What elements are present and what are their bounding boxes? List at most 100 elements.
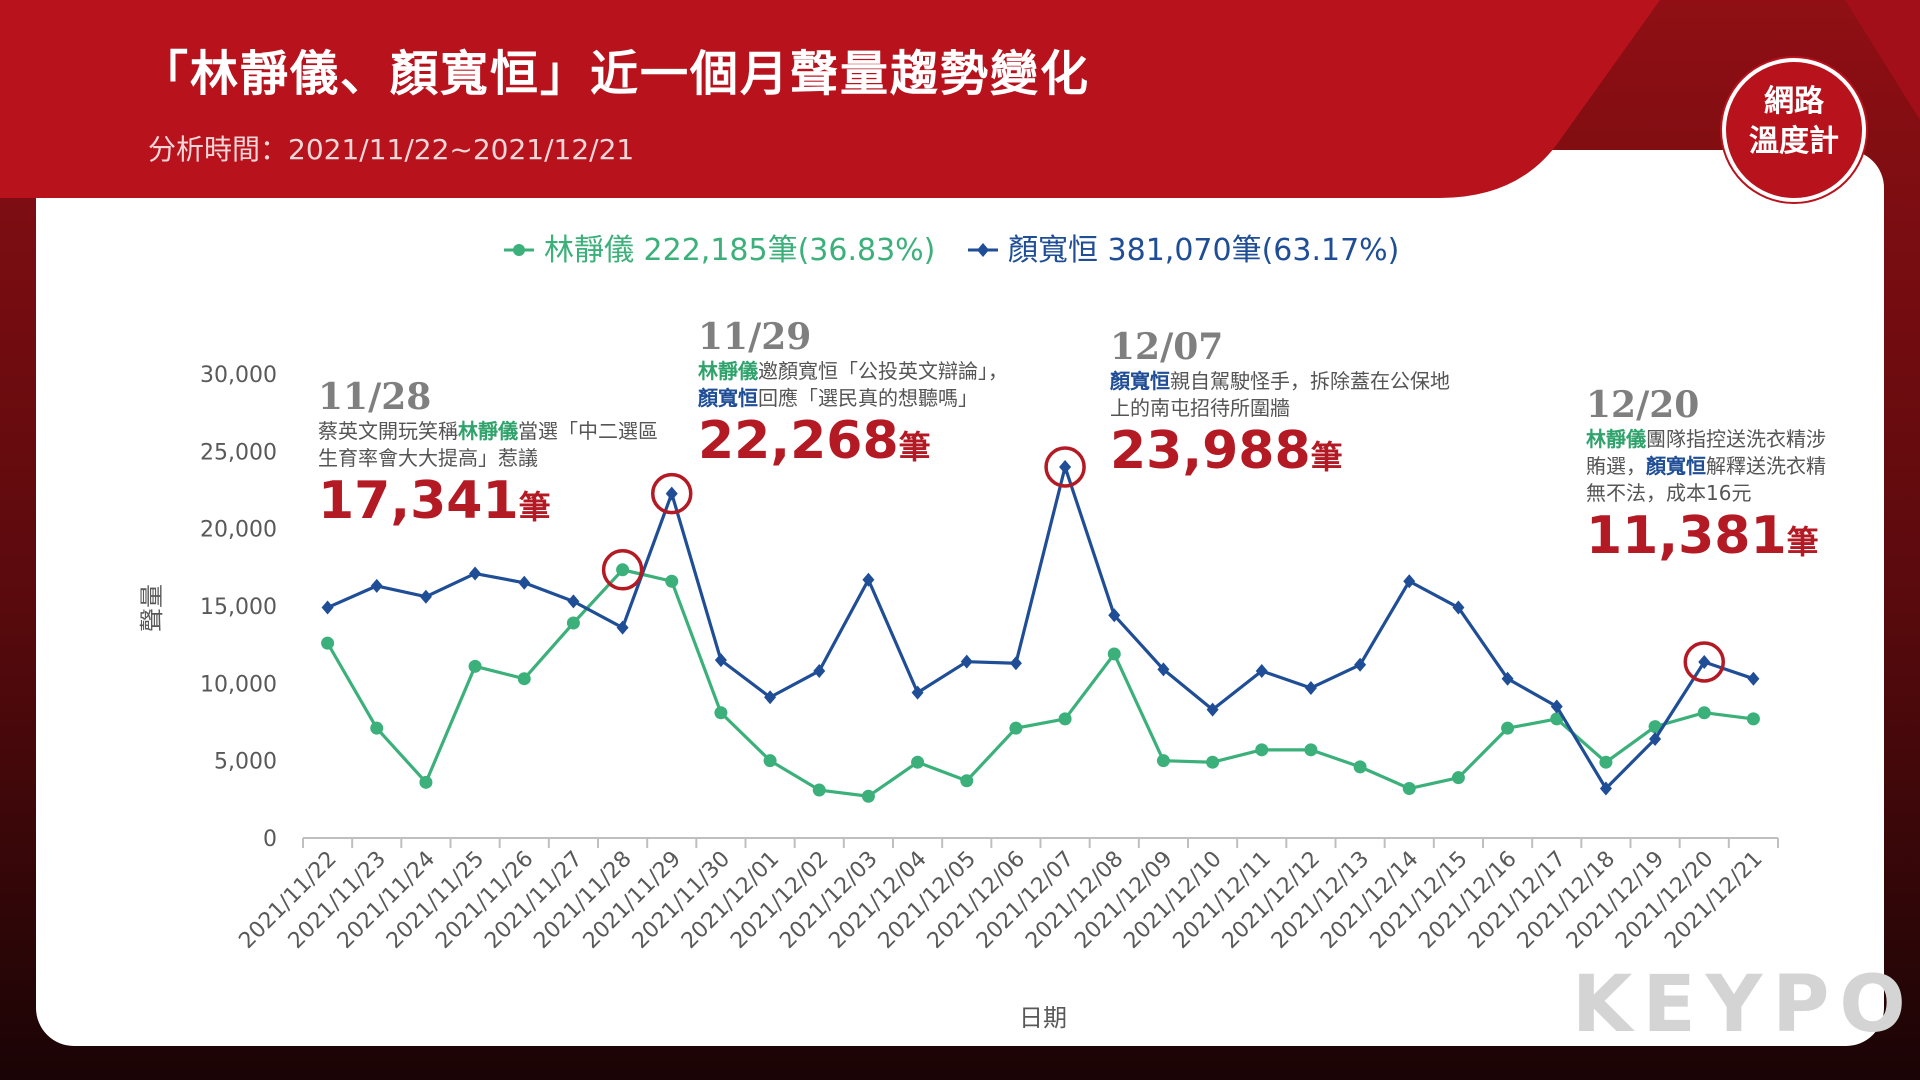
- logo-line-1: 網路: [1764, 84, 1824, 119]
- brand-logo: 網路 溫度計: [1722, 58, 1866, 202]
- data-point: [1550, 699, 1563, 714]
- data-point: [469, 566, 482, 581]
- data-point: [370, 578, 383, 593]
- data-point: [665, 486, 678, 501]
- data-point: [960, 774, 974, 788]
- highlight-circle: [1044, 446, 1086, 488]
- annotation-1220: 12/20 林靜儀團隊指控送洗衣精涉賄選，顏寬恒解釋送洗衣精無不法，成本16元 …: [1586, 384, 1828, 565]
- header-corner: [1645, 0, 1920, 120]
- data-point: [517, 672, 531, 686]
- y-tick-label: 15,000: [200, 595, 277, 620]
- annotation-unit: 筆: [518, 488, 551, 526]
- name-lin: 林靜儀: [458, 419, 518, 443]
- annotation-date: 11/28: [318, 376, 432, 418]
- annotation-unit: 筆: [1786, 523, 1819, 561]
- data-point: [468, 659, 482, 673]
- annotation-description: 顏寬恒親自駕駛怪手，拆除蓋在公保地上的南屯招待所圍牆: [1110, 369, 1450, 420]
- data-point: [1746, 712, 1760, 726]
- annotation-description: 林靜儀團隊指控送洗衣精涉賄選，顏寬恒解釋送洗衣精無不法，成本16元: [1586, 427, 1826, 505]
- data-point: [1698, 654, 1711, 669]
- data-point: [1501, 721, 1515, 735]
- annotation-number: 11,381: [1586, 506, 1787, 566]
- data-point: [616, 620, 629, 635]
- data-point: [813, 663, 826, 678]
- data-point: [1402, 782, 1416, 796]
- data-point: [1403, 574, 1416, 589]
- data-point: [1058, 712, 1072, 726]
- annotation-1129: 11/29 林靜儀邀顏寬恒「公投英文辯論」，顏寬恒回應「選民真的想聽嗎」 22,…: [698, 316, 1016, 470]
- data-point: [911, 685, 924, 700]
- annotation-number: 17,341: [318, 471, 519, 531]
- annotation-date: 12/20: [1586, 384, 1700, 426]
- y-tick-label: 30,000: [200, 363, 277, 388]
- annotation-unit: 筆: [898, 428, 931, 466]
- data-point: [1353, 760, 1367, 774]
- x-axis: 2021/11/222021/11/232021/11/242021/11/25…: [234, 837, 1779, 954]
- data-point: [1108, 608, 1121, 623]
- data-point: [861, 789, 875, 803]
- data-point: [1255, 743, 1269, 757]
- data-point: [911, 755, 925, 769]
- series-line-0: [326, 568, 1754, 798]
- data-point: [321, 600, 334, 615]
- data-point: [812, 783, 826, 797]
- data-point: [1059, 459, 1072, 474]
- keypo-watermark: KEYPO: [1572, 960, 1916, 1050]
- data-point: [1009, 721, 1023, 735]
- data-point: [370, 721, 384, 735]
- data-point: [1501, 671, 1514, 686]
- annotation-1207: 12/07 顏寬恒親自駕駛怪手，拆除蓋在公保地上的南屯招待所圍牆 23,988筆: [1110, 326, 1450, 480]
- page-title: 「林靜儀、顏寬恒」近一個月聲量趨勢變化: [140, 46, 1091, 102]
- data-point: [1452, 600, 1465, 615]
- data-point: [862, 572, 875, 587]
- x-axis-title: 日期: [1019, 1004, 1067, 1032]
- y-tick-label: 25,000: [200, 440, 277, 465]
- logo-line-2: 溫度計: [1749, 124, 1839, 159]
- data-point: [1747, 671, 1760, 686]
- data-point: [1599, 755, 1613, 769]
- data-point: [616, 563, 630, 577]
- highlight-circles: [601, 446, 1725, 683]
- annotation-date: 11/29: [698, 316, 812, 358]
- y-axis: 0 5,000 10,000 15,000 20,000 25,000 30,000: [200, 363, 277, 852]
- data-point: [1648, 720, 1662, 734]
- data-point: [960, 654, 973, 669]
- y-tick-label: 5,000: [214, 750, 277, 775]
- data-point: [1354, 657, 1367, 672]
- data-point: [764, 690, 777, 705]
- highlight-circle: [651, 472, 693, 515]
- data-point: [1649, 732, 1662, 747]
- y-axis-title: 聲量: [138, 584, 166, 632]
- data-point: [1157, 662, 1170, 677]
- annotation-description: 林靜儀邀顏寬恒「公投英文辯論」，顏寬恒回應「選民真的想聽嗎」: [698, 359, 1008, 410]
- header-band: [0, 0, 1660, 198]
- legend-label: 顏寬恒 381,070筆(63.17%): [1008, 233, 1399, 268]
- data-point: [567, 594, 580, 609]
- series-line-1: [326, 465, 1754, 791]
- data-point: [321, 636, 335, 650]
- data-point: [1451, 771, 1465, 785]
- annotation-unit: 筆: [1310, 438, 1343, 476]
- chart-legend: 林靜儀 222,185筆(36.83%) 顏寬恒 381,070筆(63.17%): [504, 233, 1399, 268]
- data-point: [763, 754, 777, 768]
- annotation-number: 23,988: [1110, 421, 1311, 481]
- data-point: [1550, 712, 1564, 726]
- data-point: [566, 616, 580, 630]
- data-point: [1107, 647, 1121, 661]
- chart-series: [321, 459, 1760, 803]
- legend-marker: [977, 243, 989, 257]
- data-point: [1304, 743, 1318, 757]
- annotation-1128: 11/28 蔡英文開玩笑稱林靜儀當選「中二選區生育率會大大提高」惹議 17,34…: [318, 376, 658, 530]
- annotation-number: 22,268: [698, 411, 899, 471]
- chart-panel: [36, 150, 1884, 1046]
- data-point: [1009, 656, 1022, 671]
- data-point: [1697, 706, 1711, 720]
- highlight-circle: [1683, 641, 1725, 683]
- data-point: [419, 589, 432, 604]
- legend-label: 林靜儀 222,185筆(36.83%): [544, 233, 935, 268]
- data-point: [1206, 755, 1220, 769]
- legend-marker: [513, 244, 525, 256]
- y-tick-label: 10,000: [200, 672, 277, 697]
